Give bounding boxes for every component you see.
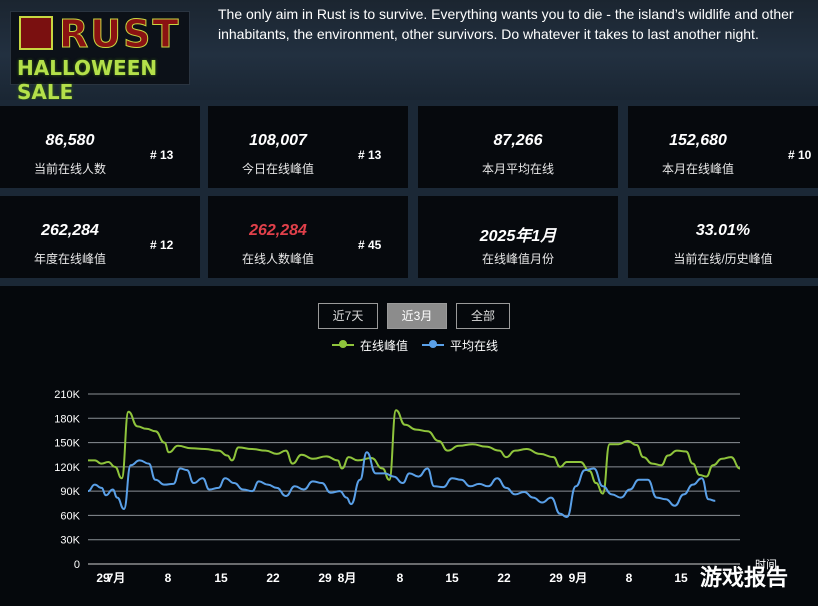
legend-peak-label: 在线峰值 bbox=[360, 339, 409, 353]
stat-value: 262,284 bbox=[249, 222, 307, 239]
x-tick-label: 8 bbox=[397, 571, 404, 585]
y-tick-label: 90K bbox=[60, 486, 80, 498]
stat-rank: # 45 bbox=[358, 238, 382, 252]
range-3-months-button[interactable]: 近3月 bbox=[387, 303, 447, 329]
logo-subtitle: HALLOWEEN SALE bbox=[17, 56, 158, 104]
stat-label: 在线人数峰值 bbox=[241, 252, 314, 266]
x-tick-label: 15 bbox=[674, 571, 688, 585]
stat-value: 86,580 bbox=[45, 132, 95, 149]
x-tick-label: 22 bbox=[497, 571, 511, 585]
y-tick-label: 180K bbox=[54, 413, 80, 425]
stat-card-all-time-peak: 262,284 在线人数峰值 # 45 bbox=[208, 196, 408, 278]
stat-rank: # 10 bbox=[788, 148, 812, 162]
stat-label: 在线峰值月份 bbox=[481, 252, 554, 266]
stat-value: 152,680 bbox=[669, 132, 727, 149]
x-tick-label: 7月 bbox=[107, 571, 126, 585]
stat-rank: # 13 bbox=[150, 148, 174, 162]
x-tick-label: 22 bbox=[266, 571, 280, 585]
x-tick-label: 29 bbox=[549, 571, 563, 585]
y-tick-label: 150K bbox=[54, 438, 80, 450]
stat-label: 本月平均在线 bbox=[481, 162, 554, 176]
y-tick-label: 60K bbox=[60, 510, 80, 522]
watermark-text: 游戏报告 bbox=[700, 566, 789, 591]
y-tick-label: 0 bbox=[74, 559, 80, 571]
stat-card-month-peak: 152,680 本月在线峰值 # 10 bbox=[628, 106, 818, 188]
stat-value: 33.01% bbox=[695, 222, 751, 239]
stats-panel: 86,580 当前在线人数 # 13 108,007 今日在线峰值 # 13 8… bbox=[0, 100, 818, 286]
x-tick-label: 29 bbox=[96, 571, 110, 585]
x-tick-label: 15 bbox=[214, 571, 228, 585]
stat-card-ratio: 33.01% 当前在线/历史峰值 bbox=[628, 196, 818, 278]
stat-label: 当前在线/历史峰值 bbox=[673, 252, 773, 266]
y-tick-label: 120K bbox=[54, 462, 80, 474]
series-line-average bbox=[87, 451, 716, 519]
y-tick-label: 210K bbox=[54, 389, 80, 401]
logo-title: RUST bbox=[58, 12, 181, 57]
y-tick-label: 30K bbox=[60, 535, 80, 547]
legend-average-dot bbox=[429, 340, 437, 348]
stat-rank: # 12 bbox=[150, 238, 174, 252]
game-description: The only aim in Rust is to survive. Ever… bbox=[218, 6, 794, 42]
logo-emblem bbox=[19, 16, 53, 50]
stat-value: 262,284 bbox=[41, 222, 99, 239]
stat-value: 87,266 bbox=[493, 132, 543, 149]
x-axis-label: 时间 bbox=[755, 558, 777, 571]
legend-average-label: 平均在线 bbox=[450, 339, 499, 353]
series-line-peak bbox=[88, 409, 741, 495]
stat-rank: # 13 bbox=[358, 148, 382, 162]
game-logo: RUST HALLOWEEN SALE bbox=[10, 11, 190, 104]
app-header: RUST HALLOWEEN SALE The only aim in Rust… bbox=[0, 0, 818, 104]
x-tick-label: 9月 bbox=[569, 571, 588, 585]
stat-label: 当前在线人数 bbox=[33, 162, 106, 176]
stat-value: 108,007 bbox=[249, 132, 307, 149]
x-tick-label: 15 bbox=[445, 571, 459, 585]
stat-label: 本月在线峰值 bbox=[661, 162, 734, 176]
stat-card-peak-month: 2025年1月 在线峰值月份 bbox=[418, 196, 618, 278]
legend-peak-dot bbox=[339, 340, 347, 348]
x-tick-label: 8月 bbox=[338, 571, 357, 585]
stat-label: 年度在线峰值 bbox=[33, 252, 106, 266]
stat-label: 今日在线峰值 bbox=[241, 162, 314, 176]
stat-card-month-average: 87,266 本月平均在线 bbox=[418, 106, 618, 188]
range-7-days-button[interactable]: 近7天 bbox=[318, 303, 378, 329]
x-tick-label: 29 bbox=[318, 571, 332, 585]
x-tick-label: 8 bbox=[165, 571, 172, 585]
stat-card-today-peak: 108,007 今日在线峰值 # 13 bbox=[208, 106, 408, 188]
stat-value: 2025年1月 bbox=[479, 228, 557, 245]
stat-card-current-players: 86,580 当前在线人数 # 13 bbox=[0, 106, 200, 188]
x-tick-label: 8 bbox=[626, 571, 633, 585]
range-all-button[interactable]: 全部 bbox=[456, 303, 510, 329]
stat-card-year-peak: 262,284 年度在线峰值 # 12 bbox=[0, 196, 200, 278]
